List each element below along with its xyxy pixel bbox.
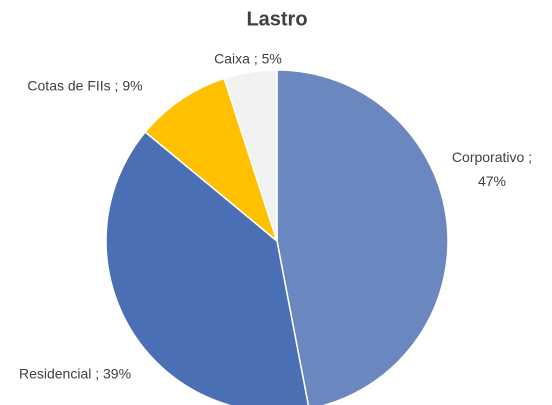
data-label: Residencial ; 39%	[19, 366, 131, 382]
data-label: Cotas de FIIs ; 9%	[27, 78, 142, 94]
chart-title: Lastro	[246, 8, 307, 30]
pie-slice	[223, 69, 278, 242]
pie-slice	[144, 77, 279, 244]
pie-slice	[276, 69, 449, 405]
data-label: Corporativo ; 47%	[452, 149, 532, 189]
data-label: Caixa ; 5%	[214, 51, 282, 67]
pie-slice	[105, 130, 310, 405]
